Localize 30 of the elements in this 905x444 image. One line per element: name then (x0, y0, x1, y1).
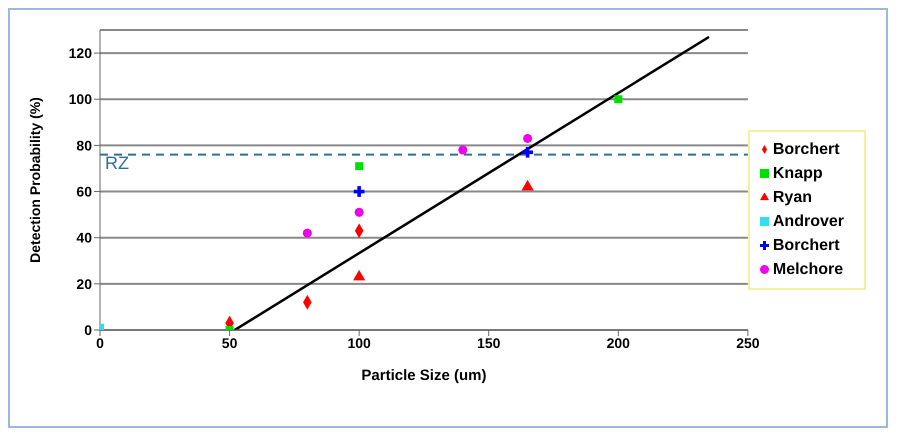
y-tick-label: 20 (76, 276, 92, 292)
legend-label: Melchore (772, 261, 844, 278)
x-tick-label: 200 (606, 334, 630, 351)
y-tick-label: 60 (76, 184, 92, 200)
point (302, 228, 312, 238)
x-tick-label: 150 (477, 334, 501, 351)
x-tick-label: 50 (222, 334, 238, 351)
legend-label: Knapp (772, 165, 823, 182)
x-tick-label: 100 (347, 334, 372, 351)
y-tick-label: 100 (68, 91, 92, 108)
legend-label: Borchert (772, 237, 840, 254)
x-tick-label: 250 (736, 334, 760, 351)
legend-label: Borchert (772, 141, 840, 158)
y-axis-title: Detection Probability (%) (26, 97, 43, 263)
point (522, 146, 533, 158)
point (523, 134, 532, 143)
point (614, 95, 622, 104)
point (458, 145, 468, 155)
legend-label: Ryan (772, 189, 812, 206)
legend-label: Androver (772, 213, 844, 230)
y-tick-label: 40 (76, 230, 92, 246)
y-tick-label: 0 (84, 322, 92, 338)
point (354, 186, 365, 197)
point (355, 162, 364, 170)
y-tick-label: 120 (68, 45, 92, 62)
ref-line-label: RZ (105, 153, 129, 174)
y-tick-label: 80 (76, 137, 92, 154)
point (354, 208, 364, 217)
x-tick-label: 0 (96, 334, 104, 351)
x-axis-title: Particle Size (um) (361, 367, 486, 384)
